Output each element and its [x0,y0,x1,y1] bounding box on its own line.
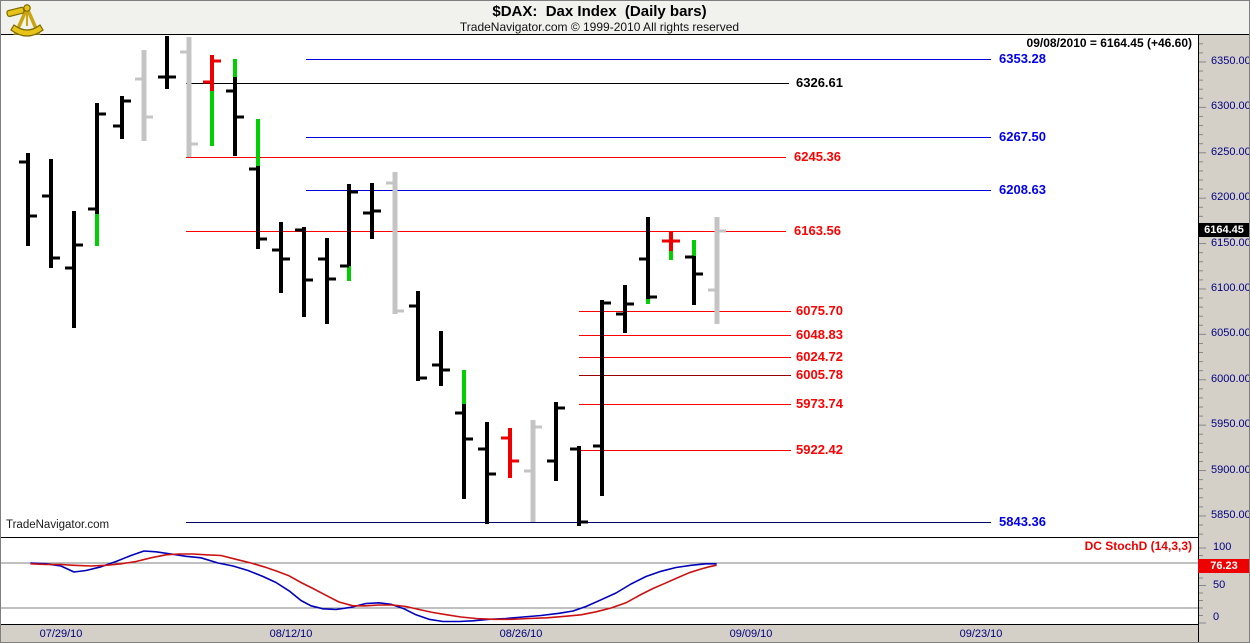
level-label: 6163.56 [794,223,841,239]
date-label: 07/29/10 [39,628,83,640]
last-bar-info: 09/08/2010 = 6164.45 (+46.60) [1026,36,1192,50]
price-axis-label: 6200.00 [1211,191,1250,204]
chart-copyright: TradeNavigator.com © 1999-2010 All right… [459,20,740,34]
price-axis-label: 6150.00 [1211,236,1250,249]
price-bar [662,231,680,260]
price-axis-label: 6000.00 [1211,372,1250,385]
price-bar [478,422,496,524]
level-label: 6326.61 [796,75,843,91]
stoch-axis-label: 100 [1213,541,1232,553]
price-bar [295,227,313,317]
price-bar [570,446,588,526]
price-bar [19,153,37,246]
price-bar [318,238,336,324]
price-bar [432,331,450,386]
date-label: 09/09/10 [729,628,773,640]
stoch-axis-label: 0 [1213,611,1220,623]
price-bar [203,55,221,146]
chart-header-band [1,1,1249,35]
price-axis-label: 6350.00 [1211,54,1250,67]
price-bar [113,96,131,139]
price-axis-label: 6300.00 [1211,100,1250,113]
price-bar [524,420,542,522]
price-bar [340,184,358,281]
price-axis-label: 5900.00 [1211,463,1250,476]
price-axis-label: 5950.00 [1211,418,1250,431]
price-bar [226,59,244,156]
price-bar [547,402,565,481]
price-bar [593,300,611,496]
level-label: 5843.36 [999,513,1046,529]
level-label: 6005.78 [796,366,843,382]
level-label: 6048.83 [796,327,843,343]
stoch-axis-label: 50 [1213,578,1226,591]
price-bar [65,211,83,328]
price-bar [639,217,657,304]
price-bar [135,50,153,141]
price-bar [386,172,404,314]
level-label: 6267.50 [999,128,1046,144]
date-label: 08/26/10 [499,628,543,640]
trade-navigator-logo-icon [4,2,50,44]
price-bar [409,291,427,381]
price-bar [180,37,198,157]
price-bar [616,285,634,333]
date-axis-strip[interactable] [1,624,1198,642]
level-label: 6245.36 [794,148,841,164]
price-bar [363,183,381,239]
price-axis-label: 6050.00 [1211,327,1250,340]
price-bar [501,428,519,478]
stochastic-indicator-label: DC StochD (14,3,3) [1084,539,1192,553]
price-bar [685,240,703,305]
date-label: 09/23/10 [959,628,1003,640]
watermark-text: TradeNavigator.com [6,519,110,531]
price-bar [708,217,726,324]
level-label: 6075.70 [796,303,843,319]
stoch-line-red [30,553,717,621]
level-label: 6024.72 [796,349,843,365]
price-bar [455,370,473,499]
level-label: 6353.28 [999,51,1046,66]
price-bar [158,36,176,89]
price-axis-label: 5850.00 [1211,508,1250,521]
price-bar [42,159,60,268]
price-bar [249,119,267,249]
chart-title: $DAX: Dax Index (Daily bars) [492,3,707,20]
price-axis-label: 6250.00 [1211,145,1250,158]
stoch-line-blue [30,550,717,623]
current-stoch-badge: 76.23 [1198,559,1249,573]
price-axis-label: 6100.00 [1211,281,1250,294]
level-label: 6208.63 [999,182,1046,198]
price-bar [272,222,290,293]
date-label: 08/12/10 [269,628,313,640]
level-label: 5973.74 [796,395,843,411]
current-price-badge: 6164.45 [1198,223,1249,237]
level-label: 5922.42 [796,442,843,458]
price-bar [88,103,106,246]
price-axis-strip[interactable] [1199,34,1249,642]
